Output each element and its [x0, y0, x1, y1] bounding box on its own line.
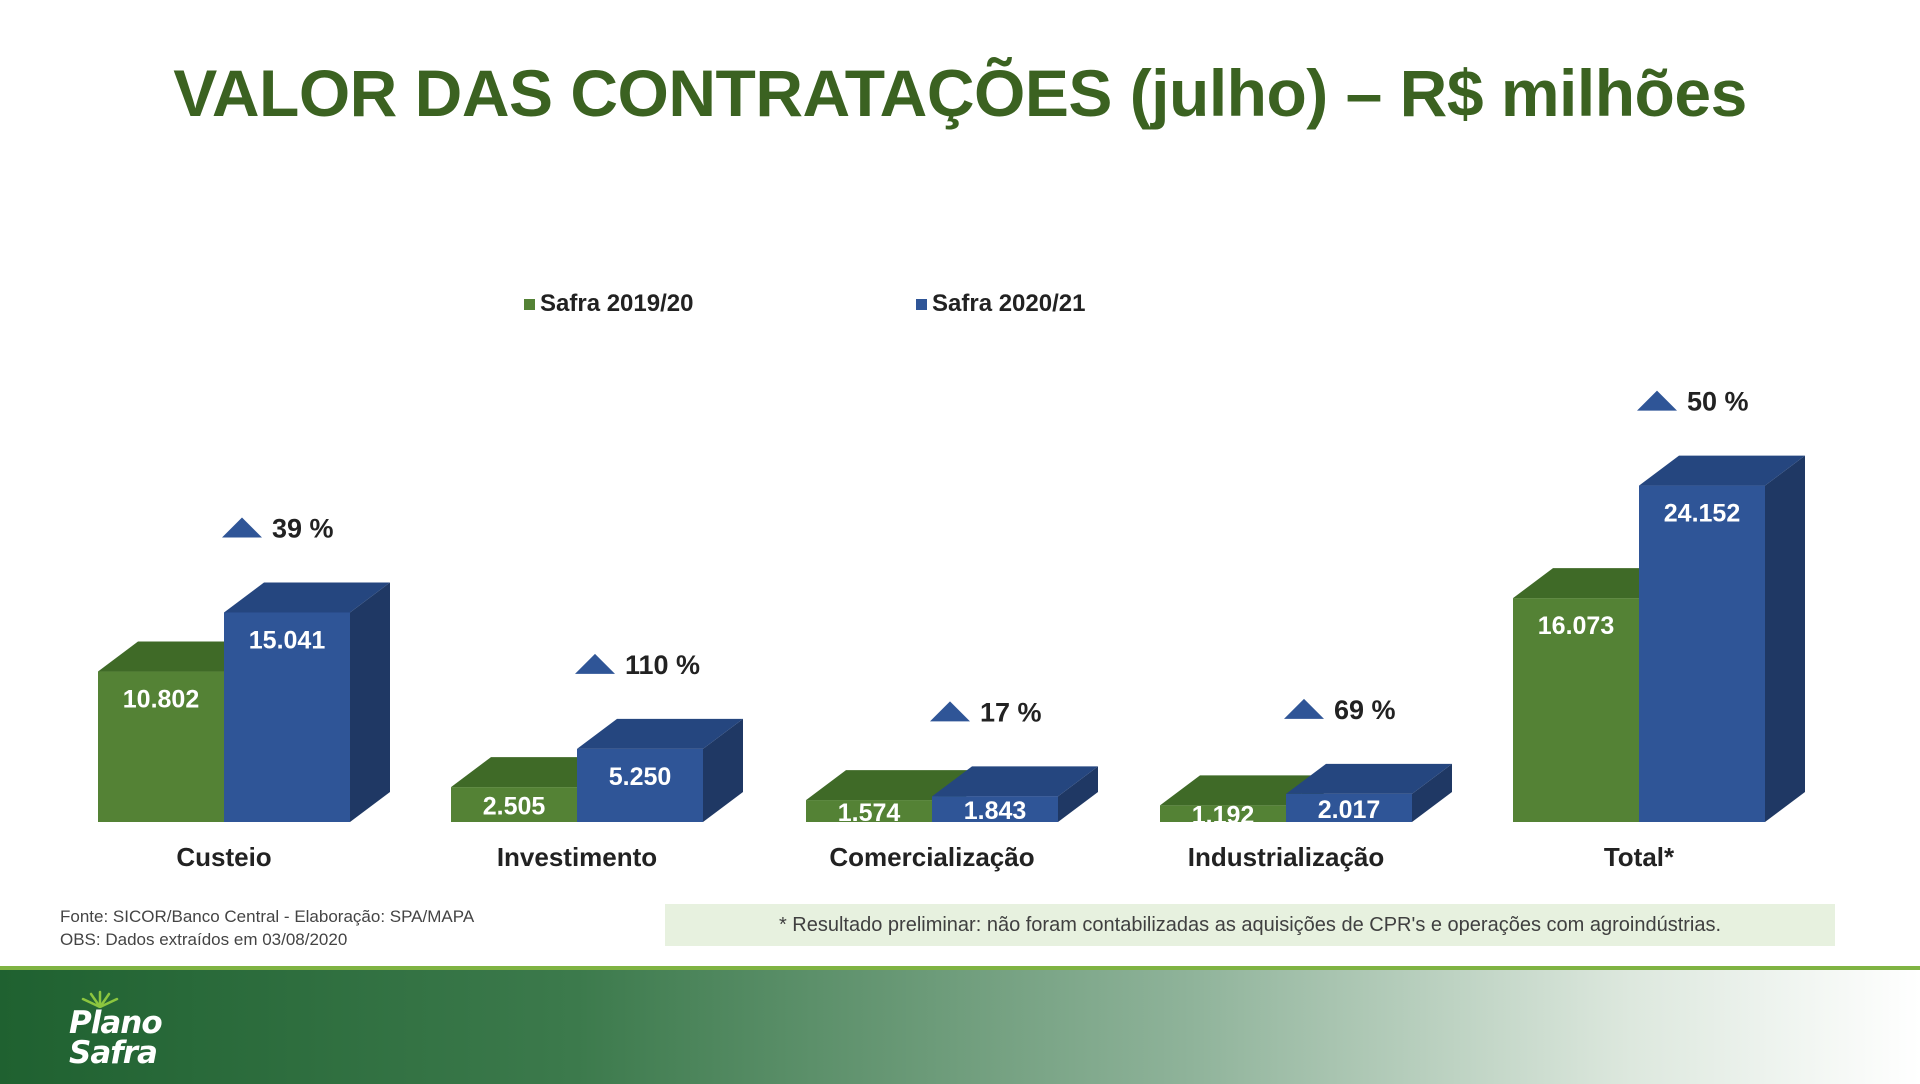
bar-side: [1412, 763, 1452, 822]
data-label: 1.192: [1192, 802, 1255, 830]
data-label: 15.041: [249, 626, 326, 654]
category-label: Comercialização: [829, 842, 1034, 872]
up-triangle-icon: [930, 701, 970, 722]
growth-marker: 110 %: [575, 650, 700, 680]
bar-side: [703, 718, 743, 822]
data-label: 2.505: [483, 793, 546, 821]
chart-bars: 10.802 15.041 39 % Custeio 2.505 5.250 110 % In…: [98, 387, 1805, 872]
legend-item: Safra 2019/20: [524, 290, 693, 317]
category-label: Total*: [1604, 842, 1675, 872]
source-note: Fonte: SICOR/Banco Central - Elaboração:…: [60, 905, 474, 951]
growth-label: 50 %: [1687, 387, 1749, 417]
legend-swatch: [524, 299, 535, 310]
bar-top: [1160, 775, 1326, 806]
bar-group-custeio: 10.802 15.041 39 % Custeio: [98, 513, 390, 872]
growth-marker: 39 %: [222, 513, 334, 543]
up-triangle-icon: [222, 517, 262, 538]
bar-front: [806, 800, 932, 822]
category-label: Investimento: [497, 842, 657, 872]
bar-top: [1286, 763, 1452, 794]
category-label: Custeio: [176, 842, 271, 872]
bar-top: [451, 757, 617, 788]
bar-top: [1639, 455, 1805, 486]
data-label: 5.250: [609, 763, 672, 791]
bar-front: [932, 796, 1058, 822]
preliminary-note: * Resultado preliminar: não foram contab…: [665, 904, 1835, 946]
bar-safra-2020-21-custeio: 15.041: [224, 582, 390, 822]
bar-top: [806, 770, 972, 801]
plano-safra-logo: Plano Safra: [55, 990, 195, 1076]
bar-top: [224, 582, 390, 613]
bar-side: [1058, 766, 1098, 822]
bar-front: [577, 748, 703, 822]
bar-group-investimento: 2.505 5.250 110 % Investimento: [451, 650, 743, 872]
legend-swatch: [916, 299, 927, 310]
bar-group-industrializa-o: 1.192 2.017 69 % Industrialização: [1160, 695, 1452, 872]
legend-label: Safra 2020/21: [932, 290, 1085, 317]
growth-label: 110 %: [625, 650, 700, 680]
legend-label: Safra 2019/20: [540, 290, 693, 317]
growth-marker: 50 %: [1637, 387, 1749, 417]
bar-front: [1513, 598, 1639, 822]
bar-safra-2020-21-comercializa-o: 1.843: [932, 766, 1098, 825]
data-label: 10.802: [123, 686, 199, 714]
sun-icon: [81, 990, 119, 1008]
bar-safra-2020-21-industrializa-o: 2.017: [1286, 763, 1452, 824]
bar-group-total: 16.073 24.152 50 % Total*: [1513, 387, 1805, 872]
bar-front: [98, 671, 224, 822]
page-title: VALOR DAS CONTRATAÇÕES (julho) – R$ milh…: [173, 56, 1747, 130]
data-label: 16.073: [1538, 612, 1614, 640]
category-label: Industrialização: [1188, 842, 1385, 872]
obs-line: OBS: Dados extraídos em 03/08/2020: [60, 930, 348, 949]
bar-safra-2020-21-total: 24.152: [1639, 455, 1805, 822]
chart-legend: Safra 2019/20 Safra 2020/21: [524, 290, 1085, 317]
legend-item: Safra 2020/21: [916, 290, 1085, 317]
logo-word-plano: Plano: [69, 1005, 163, 1041]
up-triangle-icon: [1637, 390, 1677, 411]
bar-front: [1639, 485, 1765, 822]
bar-front: [451, 787, 577, 822]
growth-label: 69 %: [1334, 695, 1396, 725]
bar-front: [1286, 793, 1412, 822]
growth-label: 39 %: [272, 513, 334, 543]
data-label: 1.843: [964, 797, 1027, 825]
growth-marker: 69 %: [1284, 695, 1396, 725]
bar-front: [224, 612, 350, 822]
bar-safra-2020-21-investimento: 5.250: [577, 718, 743, 822]
bar-front: [1160, 805, 1286, 822]
up-triangle-icon: [575, 653, 615, 674]
growth-label: 17 %: [980, 697, 1042, 727]
bar-top: [1513, 568, 1679, 599]
bar-side: [1765, 455, 1805, 822]
up-triangle-icon: [1284, 698, 1324, 719]
bar-top: [932, 766, 1098, 797]
bar-top: [98, 641, 264, 672]
data-label: 1.574: [838, 799, 901, 827]
logo-word-safra: Safra: [69, 1035, 158, 1071]
bar-top: [577, 718, 743, 749]
data-label: 24.152: [1664, 500, 1740, 528]
bar-chart: Safra 2019/20 Safra 2020/21 10.802 15.041 3…: [98, 290, 1805, 872]
growth-marker: 17 %: [930, 697, 1042, 727]
source-line: Fonte: SICOR/Banco Central - Elaboração:…: [60, 907, 475, 926]
data-label: 2.017: [1318, 796, 1381, 824]
bar-side: [350, 582, 390, 822]
bar-group-comercializa-o: 1.574 1.843 17 % Comercialização: [806, 697, 1098, 872]
footer-banner: Plano Safra: [0, 966, 1920, 1084]
